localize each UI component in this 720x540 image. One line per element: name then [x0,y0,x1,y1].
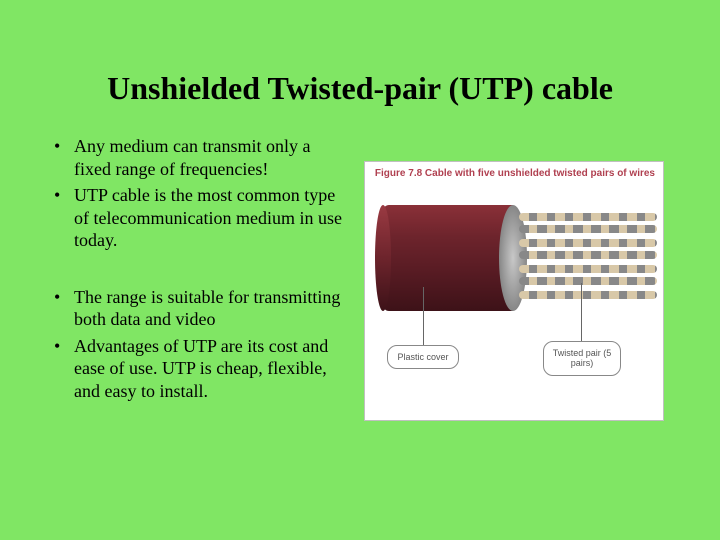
wire-icon [519,277,657,285]
slide-title: Unshielded Twisted-pair (UTP) cable [50,70,670,107]
wire-icon [519,291,657,299]
wire-icon [519,225,657,233]
bullet-list: Any medium can transmit only a fixed ran… [50,135,350,252]
figure-box: Figure 7.8 Cable with five unshielded tw… [364,161,664,421]
spacer [50,256,350,286]
bullet-item: Any medium can transmit only a fixed ran… [50,135,350,180]
callout-plastic-cover: Plastic cover [387,345,459,369]
slide: Unshielded Twisted-pair (UTP) cable Any … [0,0,720,421]
twisted-wires-icon [519,211,659,305]
text-column: Any medium can transmit only a fixed ran… [50,135,350,421]
bullet-item: Advantages of UTP are its cost and ease … [50,335,350,403]
wire-icon [519,251,657,259]
callout-line-icon [423,287,424,345]
callout-group: Plastic cover Twisted pair (5 pairs) [365,327,663,407]
wire-icon [519,265,657,273]
bullet-list: The range is suitable for transmitting b… [50,286,350,403]
bullet-item: UTP cable is the most common type of tel… [50,184,350,252]
content-row: Any medium can transmit only a fixed ran… [50,135,670,421]
cable-jacket-icon [383,205,513,311]
wire-icon [519,239,657,247]
callout-twisted-pair: Twisted pair (5 pairs) [543,341,621,376]
wire-icon [519,213,657,221]
figure-caption: Figure 7.8 Cable with five unshielded tw… [373,168,655,179]
bullet-item: The range is suitable for transmitting b… [50,286,350,331]
callout-line-icon [581,283,582,341]
figure-column: Figure 7.8 Cable with five unshielded tw… [364,135,670,421]
cable-illustration [373,183,655,333]
